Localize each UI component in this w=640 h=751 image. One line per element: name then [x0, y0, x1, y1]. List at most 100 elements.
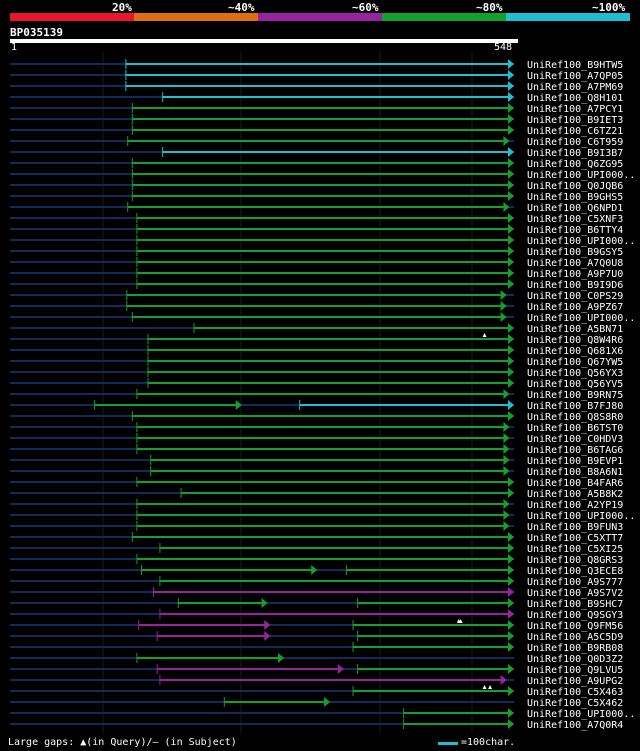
hit-arrowhead — [500, 312, 507, 322]
hit-label[interactable]: UniRef100_Q8S8R0 — [527, 412, 623, 423]
hit-arrowhead — [503, 422, 510, 432]
hit-label[interactable]: UniRef100_B9SHC7 — [527, 599, 623, 610]
hit-label[interactable]: UniRef100_B9EVP1 — [527, 456, 623, 467]
scale-bar — [438, 742, 458, 745]
hit-label[interactable]: UniRef100_B8A6N1 — [527, 467, 623, 478]
hit-arrowhead — [503, 521, 510, 531]
hit-arrowhead — [508, 191, 514, 201]
hit-label[interactable]: UniRef100_Q8W4R6 — [527, 335, 623, 346]
hit-arrowhead — [261, 598, 268, 608]
hit-label[interactable]: UniRef100_B6TAG6 — [527, 445, 623, 456]
hit-label[interactable]: UniRef100_C0HDV3 — [527, 434, 623, 445]
hit-label[interactable]: UniRef100_Q8GRS3 — [527, 555, 623, 566]
hit-label[interactable]: UniRef100_A9PZ67 — [527, 302, 623, 313]
hit-label[interactable]: UniRef100_Q681X6 — [527, 346, 623, 357]
hit-label[interactable]: UniRef100_B7FJ80 — [527, 401, 623, 412]
hit-arrowhead — [508, 543, 514, 553]
hit-arrowhead — [508, 81, 514, 91]
hit-label[interactable]: UniRef100_B9HTW5 — [527, 60, 623, 71]
hit-arrowhead — [508, 664, 514, 674]
hit-arrowhead — [264, 631, 271, 641]
hit-arrowhead — [503, 136, 510, 146]
hit-label[interactable]: UniRef100_B9IET3 — [527, 115, 623, 126]
hit-label[interactable]: UniRef100_Q9SGY3 — [527, 610, 623, 621]
hit-label[interactable]: UniRef100_A7PM69 — [527, 82, 623, 93]
hit-label[interactable]: UniRef100_UPI000.. — [527, 236, 635, 247]
hit-arrowhead — [508, 114, 514, 124]
hit-label[interactable]: UniRef100_C5XTT7 — [527, 533, 623, 544]
hit-arrowhead — [503, 499, 510, 509]
hit-arrowhead — [503, 444, 510, 454]
hit-label[interactable]: UniRef100_UPI000.. — [527, 313, 635, 324]
hit-label[interactable]: UniRef100_A7Q0U8 — [527, 258, 623, 269]
hit-label[interactable]: UniRef100_C0PS29 — [527, 291, 623, 302]
hit-arrowhead — [508, 411, 514, 421]
hit-label[interactable]: UniRef100_B9FUN3 — [527, 522, 623, 533]
hit-label[interactable]: UniRef100_Q3ECE8 — [527, 566, 623, 577]
hit-label[interactable]: UniRef100_B9GHS5 — [527, 192, 623, 203]
hit-arrowhead — [508, 477, 514, 487]
hit-label[interactable]: UniRef100_Q8H101 — [527, 93, 623, 104]
legend-label-100: ~100% — [592, 1, 626, 14]
hit-label[interactable]: UniRef100_UPI000.. — [527, 170, 635, 181]
hit-label[interactable]: UniRef100_C5X463 — [527, 687, 623, 698]
hit-label[interactable]: UniRef100_A7QP05 — [527, 71, 623, 82]
hit-label[interactable]: UniRef100_C5XI25 — [527, 544, 623, 555]
hit-label[interactable]: UniRef100_Q6ZG95 — [527, 159, 623, 170]
hit-arrowhead — [503, 466, 510, 476]
hit-label[interactable]: UniRef100_C6TZ21 — [527, 126, 623, 137]
hit-arrowhead — [508, 356, 514, 366]
hit-label[interactable]: UniRef100_B9RN75 — [527, 390, 623, 401]
hit-label[interactable]: UniRef100_B9I3B7 — [527, 148, 623, 159]
hit-arrowhead — [508, 70, 514, 80]
hit-label[interactable]: UniRef100_UPI000.. — [527, 511, 635, 522]
hit-label[interactable]: UniRef100_B6TTY4 — [527, 225, 623, 236]
hit-label[interactable]: UniRef100_Q0D3Z2 — [527, 654, 623, 665]
hit-label[interactable]: UniRef100_A9UPG2 — [527, 676, 623, 687]
query-end-label: 548 — [494, 42, 513, 53]
hit-label[interactable]: UniRef100_A7Q0R4 — [527, 720, 623, 731]
hit-arrowhead — [508, 169, 514, 179]
hit-label[interactable]: UniRef100_C5X462 — [527, 698, 623, 709]
hit-label[interactable]: UniRef100_A5B8K2 — [527, 489, 623, 500]
hit-arrowhead — [503, 433, 510, 443]
hit-arrowhead — [500, 290, 507, 300]
hit-label[interactable]: UniRef100_Q56YX3 — [527, 368, 623, 379]
hit-label[interactable]: UniRef100_B6TST0 — [527, 423, 623, 434]
hit-label[interactable]: UniRef100_Q56YV5 — [527, 379, 623, 390]
hit-label[interactable]: UniRef100_Q9LVU5 — [527, 665, 623, 676]
hit-label[interactable]: UniRef100_Q67YW5 — [527, 357, 623, 368]
hit-label[interactable]: UniRef100_A5BN71 — [527, 324, 623, 335]
hit-label[interactable]: UniRef100_B9GSY5 — [527, 247, 623, 258]
query-gap-marker — [482, 333, 487, 337]
hit-label[interactable]: UniRef100_Q0JQB6 — [527, 181, 623, 192]
hit-arrowhead — [508, 587, 514, 597]
hit-label[interactable]: UniRef100_B9I9D6 — [527, 280, 623, 291]
hit-arrowhead — [508, 246, 514, 256]
legend-label-80: ~80% — [476, 1, 503, 14]
query-gap-marker — [458, 619, 463, 623]
hit-label[interactable]: UniRef100_UPI000.. — [527, 709, 635, 720]
hit-arrowhead — [278, 653, 285, 663]
hit-label[interactable]: UniRef100_A7PCY1 — [527, 104, 623, 115]
hit-label[interactable]: UniRef100_A2YP19 — [527, 500, 623, 511]
hit-label[interactable]: UniRef100_B9RB08 — [527, 643, 623, 654]
hit-label[interactable]: UniRef100_Q6NPD1 — [527, 203, 623, 214]
hit-label[interactable]: UniRef100_A9S777 — [527, 577, 623, 588]
hit-arrowhead — [508, 609, 514, 619]
query-bar — [10, 39, 518, 43]
hit-label[interactable]: UniRef100_C6T959 — [527, 137, 623, 148]
hit-label[interactable]: UniRef100_B4FAR6 — [527, 478, 623, 489]
query-start-label: 1 — [11, 42, 18, 53]
hit-arrowhead — [508, 686, 514, 696]
query-gap-marker — [482, 685, 487, 689]
hit-arrowhead — [500, 301, 507, 311]
hit-arrowhead — [508, 213, 514, 223]
hit-label[interactable]: UniRef100_A9S7V2 — [527, 588, 623, 599]
hit-label[interactable]: UniRef100_C5XNF3 — [527, 214, 623, 225]
hit-label[interactable]: UniRef100_Q9FM56 — [527, 621, 623, 632]
hit-arrowhead — [503, 202, 510, 212]
hit-label[interactable]: UniRef100_A5C5D9 — [527, 632, 623, 643]
hit-label[interactable]: UniRef100_A9P7U0 — [527, 269, 623, 280]
gap-legend: Large gaps: ▲(in Query)/– (in Subject) — [8, 737, 237, 748]
